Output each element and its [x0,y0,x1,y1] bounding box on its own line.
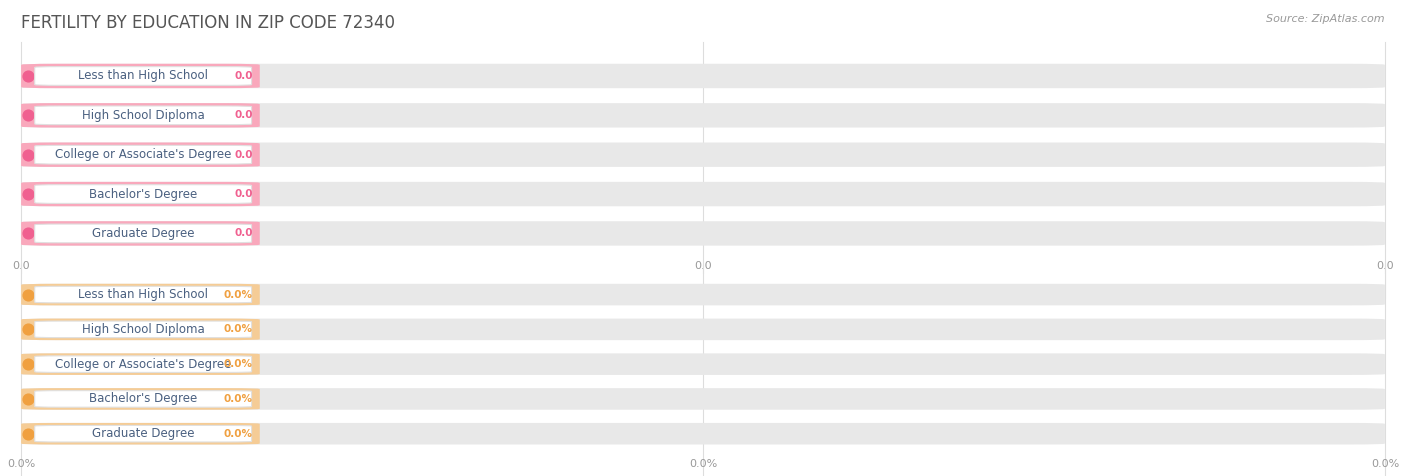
FancyBboxPatch shape [21,388,1385,410]
Point [17,360,39,368]
Text: College or Associate's Degree: College or Associate's Degree [55,357,232,371]
FancyBboxPatch shape [21,142,1385,167]
FancyBboxPatch shape [35,106,252,125]
Text: FERTILITY BY EDUCATION IN ZIP CODE 72340: FERTILITY BY EDUCATION IN ZIP CODE 72340 [21,14,395,32]
FancyBboxPatch shape [21,221,260,246]
Point [17,229,39,237]
Text: 0.0: 0.0 [235,189,253,199]
FancyBboxPatch shape [35,67,252,85]
FancyBboxPatch shape [21,221,1385,246]
FancyBboxPatch shape [21,284,1385,306]
FancyBboxPatch shape [35,224,252,243]
Point [17,111,39,119]
FancyBboxPatch shape [35,321,252,337]
FancyBboxPatch shape [35,185,252,203]
Text: 0.0%: 0.0% [224,429,253,439]
Text: Graduate Degree: Graduate Degree [91,227,194,240]
FancyBboxPatch shape [21,64,260,88]
FancyBboxPatch shape [21,142,260,167]
FancyBboxPatch shape [21,103,260,128]
Point [17,291,39,298]
FancyBboxPatch shape [35,286,252,303]
Text: High School Diploma: High School Diploma [82,323,204,336]
Text: 0.0: 0.0 [235,228,253,238]
Text: 0.0: 0.0 [235,110,253,120]
FancyBboxPatch shape [21,388,260,410]
Point [17,72,39,80]
FancyBboxPatch shape [21,423,1385,445]
Text: Source: ZipAtlas.com: Source: ZipAtlas.com [1267,14,1385,24]
Text: 0.0: 0.0 [235,149,253,160]
Point [17,151,39,159]
FancyBboxPatch shape [21,182,1385,206]
Text: Graduate Degree: Graduate Degree [91,427,194,440]
FancyBboxPatch shape [21,423,260,445]
Point [17,395,39,403]
Text: 0.0: 0.0 [235,71,253,81]
FancyBboxPatch shape [21,353,260,375]
FancyBboxPatch shape [21,182,260,206]
Text: College or Associate's Degree: College or Associate's Degree [55,148,232,161]
FancyBboxPatch shape [35,426,252,442]
Text: Less than High School: Less than High School [79,288,208,301]
Text: 0.0%: 0.0% [224,324,253,334]
FancyBboxPatch shape [21,318,260,340]
FancyBboxPatch shape [21,284,260,306]
FancyBboxPatch shape [21,318,1385,340]
Text: Bachelor's Degree: Bachelor's Degree [89,188,197,200]
Point [17,430,39,437]
FancyBboxPatch shape [35,356,252,372]
Text: 0.0%: 0.0% [224,394,253,404]
Point [17,326,39,333]
Text: Less than High School: Less than High School [79,69,208,82]
Text: 0.0%: 0.0% [224,289,253,299]
Point [17,190,39,198]
FancyBboxPatch shape [21,353,1385,375]
Text: High School Diploma: High School Diploma [82,109,204,122]
Text: 0.0%: 0.0% [224,359,253,369]
FancyBboxPatch shape [35,145,252,164]
FancyBboxPatch shape [21,64,1385,88]
FancyBboxPatch shape [21,103,1385,128]
Text: Bachelor's Degree: Bachelor's Degree [89,392,197,406]
FancyBboxPatch shape [35,391,252,407]
